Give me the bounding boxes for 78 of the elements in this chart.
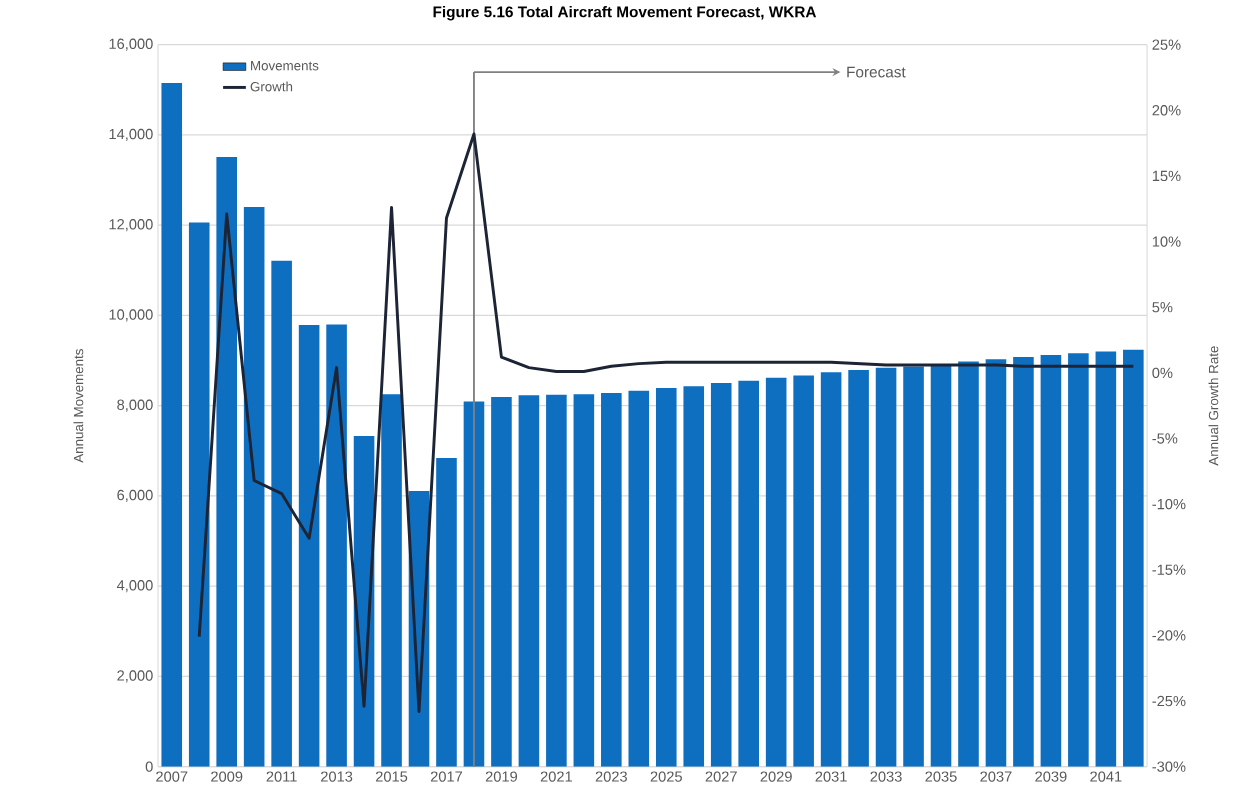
bar	[326, 324, 347, 767]
bar	[655, 388, 677, 767]
bar	[188, 222, 210, 767]
bar	[875, 367, 897, 767]
y-axis-title: Annual Movements	[73, 349, 84, 463]
legend-label: Movements	[251, 61, 319, 71]
y-tick-label: 6,000	[117, 489, 153, 502]
y-tick-label: 4,000	[116, 580, 153, 593]
bar	[903, 366, 924, 767]
bar	[518, 395, 540, 767]
x-tick-label: 2007	[156, 771, 188, 782]
chart-title: Figure 5.16 Total Aircraft Movement Forecast, WKRA	[433, 6, 817, 21]
x-tick-label: 2013	[321, 771, 353, 782]
y-tick-label: 0	[145, 761, 153, 772]
y-tick-label: 8,000	[117, 399, 153, 412]
bar	[381, 394, 402, 767]
bar	[546, 394, 567, 767]
bar	[1123, 349, 1144, 767]
x-tick-label: 2033	[870, 771, 902, 782]
bar	[710, 383, 732, 767]
y-tick-label: 2,000	[117, 670, 153, 683]
y2-tick-label: -25%	[1152, 695, 1186, 707]
bar	[820, 372, 842, 767]
bar	[930, 365, 952, 767]
y2-tick-label: 0%	[1152, 367, 1173, 379]
ref-line-label: Forecast	[847, 66, 906, 78]
y-tick-label: 10,000	[109, 309, 153, 322]
bar	[436, 458, 457, 767]
bar	[848, 370, 869, 767]
y-tick-label: 16,000	[109, 38, 153, 51]
y2-tick-label: -30%	[1152, 761, 1186, 772]
bar	[683, 386, 705, 767]
x-tick-label: 2009	[211, 771, 243, 782]
x-tick-label: 2031	[815, 771, 847, 782]
bar	[298, 324, 320, 767]
bar	[1095, 351, 1117, 767]
y2-tick-label: -20%	[1152, 630, 1186, 641]
x-tick-label: 2025	[650, 771, 682, 782]
y2-tick-label: 10%	[1152, 236, 1181, 247]
y2-tick-label: 15%	[1152, 170, 1181, 182]
bar	[958, 361, 979, 767]
bar	[985, 359, 1007, 767]
bar	[1013, 356, 1034, 767]
x-tick-label: 2017	[430, 771, 463, 782]
y2-axis-title: Annual Growth Rate	[1208, 346, 1219, 466]
bar	[601, 393, 622, 767]
y2-tick-label: -15%	[1152, 564, 1186, 575]
bar	[738, 380, 759, 767]
x-tick-label: 2035	[925, 771, 957, 782]
y2-tick-label: -5%	[1152, 433, 1178, 444]
x-tick-label: 2029	[760, 771, 792, 782]
bar	[271, 260, 292, 767]
y2-tick-label: 5%	[1152, 302, 1173, 313]
x-tick-label: 2019	[485, 771, 518, 782]
bar	[1068, 353, 1089, 767]
bar	[243, 207, 265, 767]
y-tick-label: 12,000	[109, 219, 153, 232]
legend-label: Growth	[250, 81, 293, 92]
y2-tick-label: 25%	[1152, 39, 1181, 50]
x-tick-label: 2023	[595, 771, 627, 782]
bar	[793, 375, 814, 767]
y2-tick-label: -10%	[1152, 498, 1186, 510]
y-tick-label: 14,000	[109, 128, 153, 141]
x-tick-label: 2041	[1090, 771, 1122, 782]
x-tick-label: 2039	[1035, 771, 1067, 782]
bar	[1040, 355, 1062, 767]
bar	[573, 394, 595, 767]
x-tick-label: 2027	[705, 771, 737, 782]
x-tick-label: 2011	[266, 771, 297, 782]
bar	[765, 377, 787, 767]
bar	[216, 157, 237, 767]
bar	[491, 397, 512, 767]
x-tick-label: 2037	[980, 771, 1012, 782]
x-tick-label: 2015	[375, 771, 408, 782]
bar	[161, 83, 183, 767]
y2-tick-label: 20%	[1152, 105, 1181, 116]
bar	[628, 390, 650, 767]
x-tick-label: 2021	[540, 771, 572, 782]
